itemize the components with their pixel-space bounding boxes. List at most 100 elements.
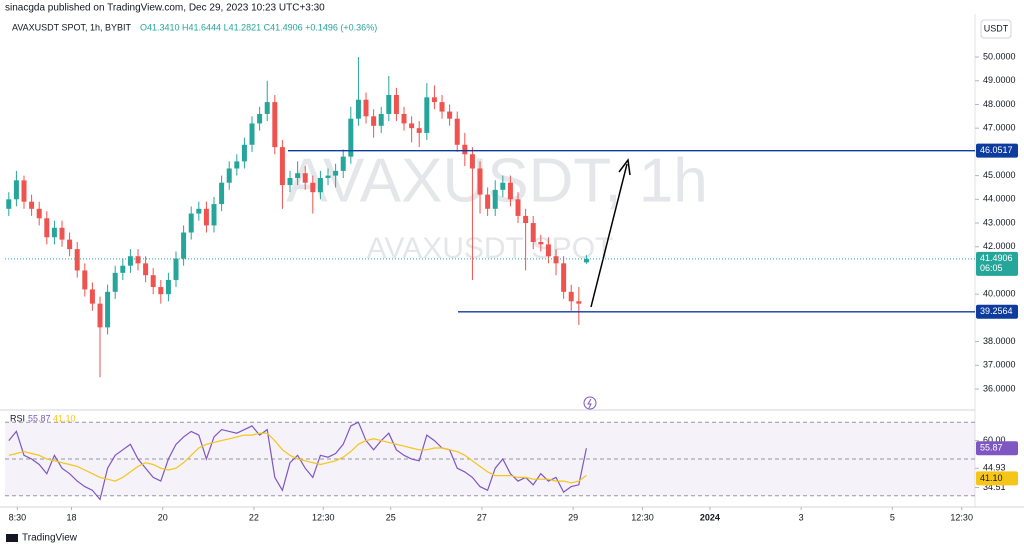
y-tick-label: 40.0000	[983, 289, 1016, 299]
candle-body	[219, 182, 225, 205]
logo-mark	[6, 534, 18, 542]
candle-body	[6, 199, 12, 209]
candle-body	[135, 256, 141, 264]
candle-body	[211, 204, 217, 226]
candle-body	[97, 303, 103, 328]
candle-body	[44, 218, 50, 238]
candle-body	[431, 97, 437, 103]
candle-body	[439, 102, 445, 112]
countdown: 06:05	[980, 263, 1003, 273]
symbol-legend: AVAXUSDT SPOT, 1h, BYBIT	[12, 22, 132, 32]
rsi-tick-label: 34.51	[983, 482, 1006, 492]
level-label-bg	[976, 304, 1018, 319]
candle-body	[545, 244, 551, 257]
candle-body	[386, 94, 392, 114]
rsi-value-tag-bg	[976, 441, 1018, 456]
rsi-ma-tag: 41.10	[980, 473, 1003, 483]
candle-body	[196, 208, 202, 214]
candle-body	[226, 168, 232, 183]
x-tick-label: 12:30	[950, 512, 973, 522]
candle-body	[348, 118, 354, 157]
candle-body	[378, 113, 384, 126]
x-tick-label: 8:30	[9, 512, 27, 522]
candle-body	[150, 275, 156, 288]
candle-body	[264, 102, 270, 114]
rsi-line	[8, 432, 587, 484]
arrow-head	[618, 158, 631, 176]
candle-body	[576, 301, 582, 304]
x-tick-label: 27	[477, 512, 487, 522]
x-tick-label: 3	[799, 512, 804, 522]
rsi-value-tag: 55.87	[980, 443, 1003, 453]
footer-logo	[6, 534, 18, 542]
currency-box[interactable]	[980, 19, 1012, 39]
candle-body	[302, 173, 308, 183]
candle-body	[469, 154, 475, 169]
x-tick-label: 20	[158, 512, 168, 522]
candle-body	[507, 182, 513, 200]
candle-body	[515, 199, 521, 216]
candle-body	[143, 263, 149, 276]
candle-body	[492, 189, 498, 209]
candle-body	[355, 99, 361, 119]
candle-body	[36, 208, 42, 219]
rsi-ma-tag-bg	[976, 471, 1018, 486]
y-tick-label: 38.0000	[983, 336, 1016, 346]
candle-body	[310, 182, 316, 193]
currency: USDT	[984, 23, 1009, 33]
watermark-sub: AVAXUSDT SPOT	[367, 232, 614, 265]
y-tick-label: 48.0000	[983, 99, 1016, 109]
event-icon[interactable]	[583, 396, 597, 410]
footer: TradingView	[22, 533, 78, 544]
x-tick-label: 5	[890, 512, 895, 522]
candle-body	[500, 182, 506, 190]
y-tick-label: 44.0000	[983, 194, 1016, 204]
candle-body	[523, 215, 529, 224]
arrow-line	[590, 163, 628, 308]
candle-body	[203, 208, 209, 226]
candle-body	[188, 213, 194, 233]
candle-body	[409, 123, 415, 129]
candle-body	[583, 258, 589, 263]
candle-body	[82, 270, 88, 290]
y-tick-label: 36.0000	[983, 383, 1016, 393]
candle-body	[393, 94, 399, 114]
candle-body	[477, 168, 483, 195]
candle-body	[67, 239, 73, 250]
candle-body	[325, 175, 331, 178]
last-price: 41.4906	[980, 253, 1013, 263]
rsi-tick-label: 60.00	[983, 435, 1006, 445]
candle-body	[333, 170, 339, 176]
candle-body	[553, 256, 559, 264]
x-tick-label: 12:30	[631, 512, 654, 522]
rsi-tick-label: 44.93	[983, 463, 1006, 473]
event-circle[interactable]	[583, 396, 597, 410]
publish-header: sinacgda published on TradingView.com, D…	[5, 3, 325, 14]
x-tick-label: 25	[386, 512, 396, 522]
candle-body	[416, 128, 422, 133]
x-tick-label: 22	[249, 512, 259, 522]
candle-body	[59, 227, 65, 240]
candle-body	[257, 113, 263, 124]
candle-body	[89, 289, 95, 304]
candle-body	[295, 173, 301, 178]
candle-body	[568, 291, 574, 302]
last-price-bg	[976, 251, 1018, 276]
candle-body	[105, 291, 111, 328]
candle-body	[279, 147, 285, 186]
candle-body	[112, 272, 118, 292]
candle-body	[538, 242, 544, 245]
candle-body	[272, 102, 278, 148]
candle-body	[249, 123, 255, 145]
candle-body	[120, 265, 126, 273]
y-tick-label: 45.0000	[983, 170, 1016, 180]
candle-body	[340, 156, 346, 171]
candle-body	[371, 116, 377, 126]
x-tick-label: 18	[66, 512, 76, 522]
trend-arrow	[590, 158, 631, 308]
candle-body	[363, 99, 369, 117]
candle-body	[424, 97, 430, 133]
candle-body	[454, 118, 460, 145]
